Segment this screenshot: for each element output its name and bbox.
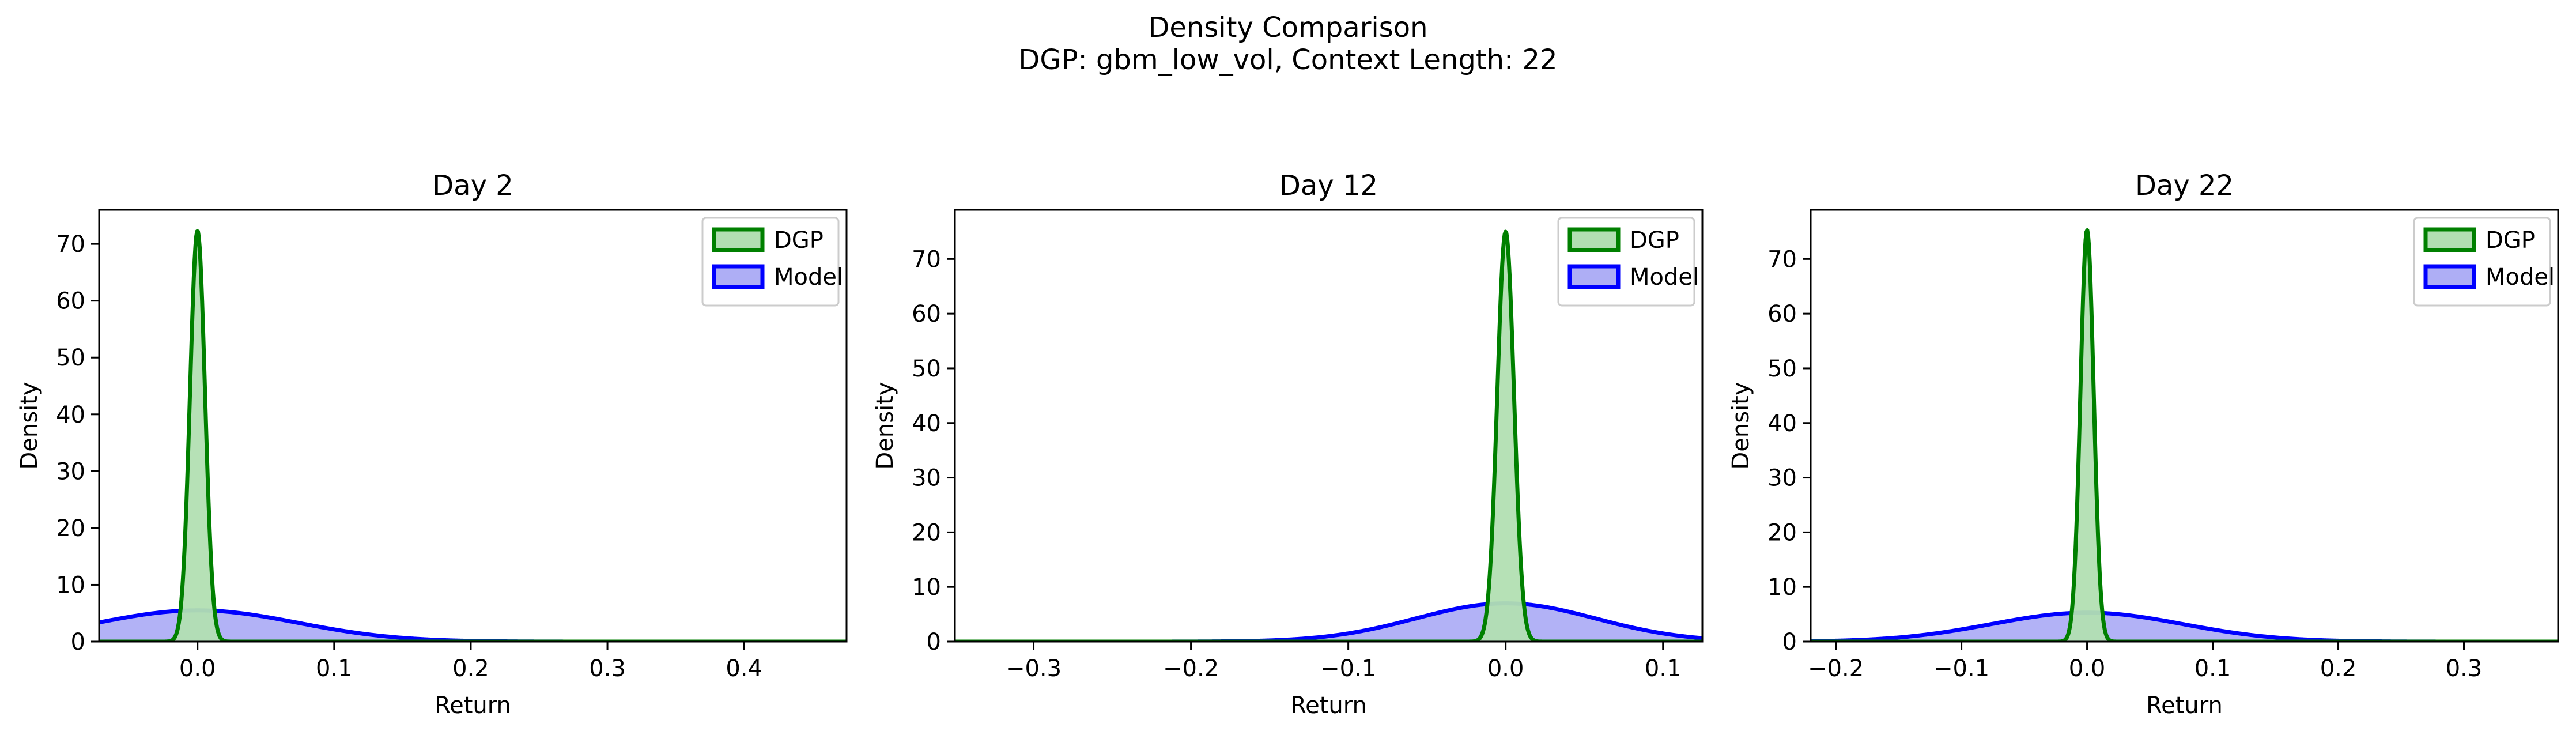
y-tick-label: 70 <box>56 231 85 258</box>
y-tick-label: 0 <box>927 629 941 655</box>
x-tick-label: 0.4 <box>726 655 762 682</box>
model-legend-swatch <box>2423 264 2476 289</box>
y-tick-label: 40 <box>56 402 85 428</box>
x-axis-label: Return <box>2146 692 2223 719</box>
legend: DGP Model <box>701 217 843 307</box>
x-tick-label: −0.2 <box>1163 655 1219 682</box>
x-tick-label: 0.1 <box>2194 655 2231 682</box>
x-axis-label: Return <box>1290 692 1367 719</box>
y-tick-label: 60 <box>912 301 941 327</box>
y-tick-label: 40 <box>1767 410 1797 437</box>
dgp-density-fill <box>955 232 1702 642</box>
x-tick-label: 0.1 <box>1645 655 1682 682</box>
x-tick-label: −0.1 <box>1933 655 1989 682</box>
y-tick-label: 30 <box>912 465 941 492</box>
panel-title: Day 12 <box>1279 169 1378 202</box>
panel-title: Day 22 <box>2135 169 2234 202</box>
density-panel: 0.0 0.1 0.2 0.3 0.4 0 10 20 30 40 50 60 70 Return Dens… <box>16 169 848 719</box>
x-tick-label: −0.1 <box>1320 655 1376 682</box>
y-axis-label: Density <box>872 382 898 469</box>
y-tick-label: 50 <box>1767 356 1797 382</box>
density-panel: −0.2 −0.1 0.0 0.1 0.2 0.3 0 10 20 30 40 50 60 70 Retur… <box>1728 169 2559 719</box>
legend: DGP Model <box>2413 217 2555 307</box>
dgp-legend-swatch <box>1567 227 1621 252</box>
x-tick-label: 0.0 <box>1487 655 1524 682</box>
axes-frame <box>1810 209 2559 643</box>
y-tick-label: 10 <box>56 572 85 598</box>
y-tick-label: 10 <box>912 574 941 601</box>
legend-label: Model <box>1630 264 1699 291</box>
y-tick-label: 20 <box>56 515 85 542</box>
legend-label: Model <box>2486 264 2555 291</box>
axes-frame <box>98 209 848 643</box>
model-density-fill <box>99 610 847 642</box>
dgp-legend-swatch <box>2423 227 2476 252</box>
axes-frame <box>954 209 1704 643</box>
plot-area <box>955 229 1702 642</box>
model-density-fill <box>1811 612 2558 642</box>
y-tick-label: 0 <box>1782 629 1797 655</box>
y-tick-label: 10 <box>1767 574 1797 601</box>
x-axis-label: Return <box>435 692 511 719</box>
legend-label: DGP <box>774 227 824 254</box>
model-legend-swatch <box>712 264 765 289</box>
y-tick-label: 30 <box>1767 465 1797 492</box>
dgp-density-line <box>99 229 847 642</box>
x-tick-label: 0.0 <box>179 655 216 682</box>
y-tick-label: 50 <box>56 345 85 371</box>
y-tick-label: 40 <box>912 410 941 437</box>
y-axis-label: Density <box>16 382 43 469</box>
y-tick-label: 70 <box>912 246 941 273</box>
x-tick-label: 0.3 <box>589 655 626 682</box>
density-panel: −0.3 −0.2 −0.1 0.0 0.1 0 10 20 30 40 50 60 70 Return D… <box>872 169 1704 719</box>
y-tick-label: 60 <box>56 288 85 315</box>
x-tick-label: −0.2 <box>1808 655 1864 682</box>
legend-label: DGP <box>2486 227 2535 254</box>
y-tick-label: 50 <box>912 356 941 382</box>
legend: DGP Model <box>1557 217 1699 307</box>
figure-subtitle: DGP: gbm_low_vol, Context Length: 22 <box>1018 44 1558 76</box>
y-tick-label: 20 <box>912 519 941 546</box>
y-tick-label: 0 <box>71 629 85 655</box>
figure-title: Density Comparison <box>1148 12 1428 44</box>
model-density-line <box>955 601 1702 642</box>
y-tick-label: 20 <box>1767 519 1797 546</box>
x-tick-label: 0.0 <box>2069 655 2106 682</box>
legend-label: DGP <box>1630 227 1679 254</box>
x-tick-label: 0.1 <box>316 655 353 682</box>
x-tick-label: 0.3 <box>2446 655 2483 682</box>
y-tick-label: 60 <box>1767 301 1797 327</box>
y-tick-label: 70 <box>1767 246 1797 273</box>
x-tick-label: 0.2 <box>2320 655 2357 682</box>
panel-title: Day 2 <box>432 169 513 202</box>
y-tick-label: 30 <box>56 458 85 485</box>
model-legend-swatch <box>1567 264 1621 289</box>
y-axis-label: Density <box>1728 382 1754 469</box>
x-tick-label: 0.2 <box>452 655 489 682</box>
dgp-legend-swatch <box>712 227 765 252</box>
x-tick-label: −0.3 <box>1006 655 1062 682</box>
legend-label: Model <box>774 264 843 291</box>
